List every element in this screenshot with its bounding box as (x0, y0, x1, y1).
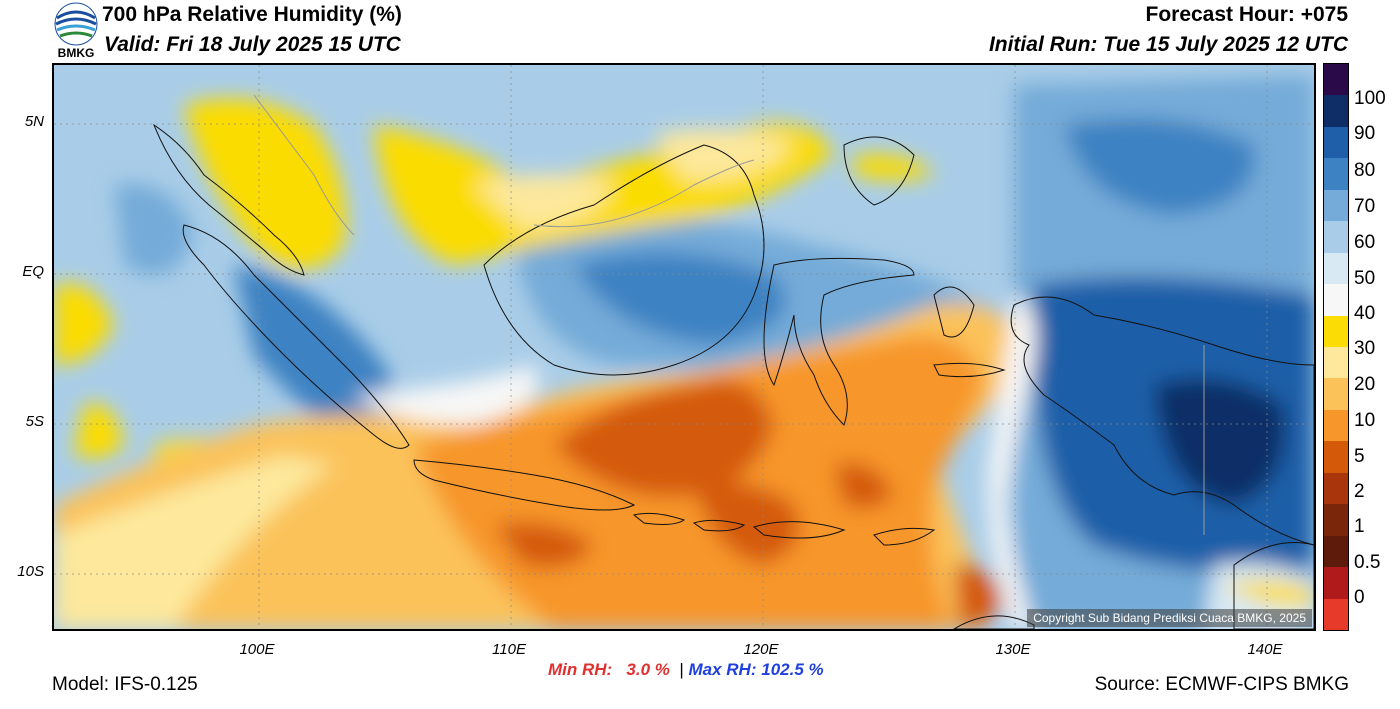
graticule (54, 65, 1314, 629)
initial-run: Initial Run: Tue 15 July 2025 12 UTC (988, 33, 1348, 56)
lat-label-10s: 10S (17, 563, 44, 580)
colorbar-label: 50 (1354, 268, 1376, 289)
lon-label-110e: 110E (492, 641, 526, 658)
max-rh-value: 102.5 % (761, 660, 824, 679)
colorbar-segment (1324, 252, 1348, 285)
colorbar-segment (1324, 64, 1348, 96)
colorbar-segment (1324, 158, 1348, 191)
min-rh-value: 3.0 % (626, 660, 670, 679)
colorbar-label: 0 (1354, 587, 1365, 608)
colorbar-segment (1324, 504, 1348, 537)
lon-label-120e: 120E (743, 641, 779, 658)
valid-time: Valid: Fri 18 July 2025 15 UTC (104, 33, 401, 56)
model-info: Model: IFS-0.125 (52, 674, 198, 695)
colorbar-label: 2 (1354, 481, 1365, 502)
lat-label-5s: 5S (25, 413, 44, 430)
colorbar-segment (1324, 315, 1348, 348)
colorbar-label: 20 (1354, 374, 1376, 395)
colorbar-segment (1324, 189, 1348, 222)
colorbar-label: 80 (1354, 160, 1376, 181)
colorbar-label: 70 (1354, 196, 1376, 217)
borders (253, 94, 1205, 535)
coastlines (152, 123, 1314, 629)
bmkg-logo-icon (54, 2, 98, 46)
colorbar-label: 90 (1354, 123, 1376, 144)
colorbar-label: 60 (1354, 232, 1376, 253)
rh-extremes: Min RH: 3.0 % | Max RH: 102.5 % (548, 660, 824, 680)
colorbar-segment (1324, 472, 1348, 505)
colorbar-label: 5 (1354, 446, 1365, 467)
colorbar (1323, 63, 1349, 631)
colorbar-segment (1324, 126, 1348, 159)
colorbar-label: 30 (1354, 338, 1376, 359)
min-rh-label: Min RH: (548, 660, 613, 679)
lon-label-130e: 130E (995, 641, 1031, 658)
source-info: Source: ECMWF-CIPS BMKG (1094, 674, 1349, 695)
lon-label-100e: 100E (239, 641, 275, 658)
humidity-field (54, 65, 1314, 629)
colorbar-segment (1324, 535, 1348, 568)
colorbar-segment (1324, 221, 1348, 254)
rh-separator: | (679, 660, 684, 679)
colorbar-segment (1324, 378, 1348, 411)
max-rh-label: Max RH: (688, 660, 757, 679)
lat-label-5n: 5N (24, 113, 44, 130)
colorbar-segment (1324, 284, 1348, 317)
colorbar-segment (1324, 409, 1348, 442)
colorbar-label: 1 (1354, 516, 1365, 537)
lat-label-eq: EQ (22, 263, 44, 280)
colorbar-label: 40 (1354, 303, 1376, 324)
colorbar-segment (1324, 567, 1348, 600)
colorbar-label: 0.5 (1354, 552, 1381, 573)
humidity-map: Copyright Sub Bidang Prediksi Cuaca BMKG… (52, 63, 1316, 631)
colorbar-segment (1324, 441, 1348, 474)
copyright-notice: Copyright Sub Bidang Prediksi Cuaca BMKG… (1027, 609, 1312, 627)
logo-text: BMKG (57, 46, 95, 60)
colorbar-segment (1324, 95, 1348, 128)
colorbar-segment (1324, 347, 1348, 379)
colorbar-segment (1324, 598, 1348, 631)
colorbar-label: 100 (1354, 88, 1386, 109)
map-title: 700 hPa Relative Humidity (%) (102, 3, 402, 26)
forecast-hour: Forecast Hour: +075 (1145, 3, 1349, 26)
colorbar-label: 10 (1354, 410, 1376, 431)
lon-label-140e: 140E (1247, 641, 1283, 658)
bmkg-logo: BMKG (52, 2, 100, 60)
